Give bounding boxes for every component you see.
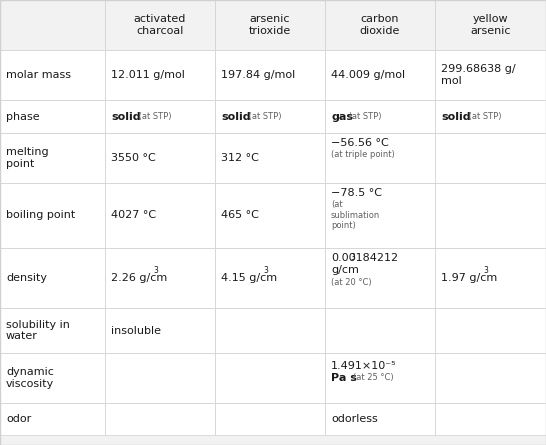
- Bar: [325, 183, 435, 248]
- Text: 12.011 g/mol: 12.011 g/mol: [111, 70, 185, 80]
- Bar: [105, 183, 215, 248]
- Bar: [0, 308, 105, 353]
- Bar: [105, 50, 215, 100]
- Text: insoluble: insoluble: [111, 325, 161, 336]
- Text: 3: 3: [350, 253, 355, 262]
- Bar: [215, 100, 325, 133]
- Text: Pa s: Pa s: [331, 373, 357, 384]
- Bar: [435, 0, 546, 50]
- Bar: [215, 308, 325, 353]
- Text: g/cm: g/cm: [331, 265, 359, 275]
- Text: 3: 3: [154, 266, 159, 275]
- Bar: [325, 0, 435, 50]
- Bar: [105, 133, 215, 183]
- Text: 1.97 g/cm: 1.97 g/cm: [441, 273, 497, 283]
- Text: 3550 °C: 3550 °C: [111, 153, 156, 163]
- Text: 2.26 g/cm: 2.26 g/cm: [111, 273, 167, 283]
- Text: 299.68638 g/
mol: 299.68638 g/ mol: [441, 64, 515, 86]
- Text: activated
charcoal: activated charcoal: [134, 14, 186, 36]
- Text: −56.56 °C: −56.56 °C: [331, 138, 389, 148]
- Text: (at
sublimation
point): (at sublimation point): [331, 200, 380, 230]
- Text: 4027 °C: 4027 °C: [111, 210, 156, 221]
- Text: 197.84 g/mol: 197.84 g/mol: [221, 70, 295, 80]
- Bar: [0, 50, 105, 100]
- Bar: [325, 353, 435, 403]
- Bar: [105, 100, 215, 133]
- Text: yellow
arsenic: yellow arsenic: [470, 14, 511, 36]
- Text: dynamic
viscosity: dynamic viscosity: [6, 367, 54, 389]
- Bar: [325, 133, 435, 183]
- Bar: [0, 353, 105, 403]
- Bar: [0, 403, 105, 435]
- Text: (at STP): (at STP): [466, 112, 501, 121]
- Bar: [105, 248, 215, 308]
- Bar: [105, 0, 215, 50]
- Bar: [215, 50, 325, 100]
- Text: solid: solid: [111, 112, 141, 121]
- Bar: [215, 183, 325, 248]
- Text: (at triple point): (at triple point): [331, 150, 395, 159]
- Text: 0.00184212: 0.00184212: [331, 253, 398, 263]
- Bar: [215, 353, 325, 403]
- Text: phase: phase: [6, 112, 40, 121]
- Text: (at STP): (at STP): [346, 112, 381, 121]
- Bar: [325, 100, 435, 133]
- Text: (at 25 °C): (at 25 °C): [353, 373, 394, 382]
- Bar: [325, 308, 435, 353]
- Bar: [105, 308, 215, 353]
- Text: odor: odor: [6, 414, 31, 424]
- Text: 3: 3: [264, 266, 269, 275]
- Bar: [0, 183, 105, 248]
- Text: melting
point: melting point: [6, 147, 49, 169]
- Text: 3: 3: [484, 266, 489, 275]
- Text: 44.009 g/mol: 44.009 g/mol: [331, 70, 405, 80]
- Bar: [435, 403, 546, 435]
- Bar: [0, 0, 105, 50]
- Text: arsenic
trioxide: arsenic trioxide: [249, 14, 291, 36]
- Text: solid: solid: [221, 112, 251, 121]
- Text: 4.15 g/cm: 4.15 g/cm: [221, 273, 277, 283]
- Text: solid: solid: [441, 112, 471, 121]
- Bar: [0, 100, 105, 133]
- Bar: [435, 50, 546, 100]
- Bar: [105, 353, 215, 403]
- Bar: [215, 133, 325, 183]
- Bar: [0, 248, 105, 308]
- Text: 312 °C: 312 °C: [221, 153, 259, 163]
- Text: −78.5 °C: −78.5 °C: [331, 188, 382, 198]
- Bar: [325, 403, 435, 435]
- Text: (at 20 °C): (at 20 °C): [331, 278, 372, 287]
- Bar: [435, 308, 546, 353]
- Text: odorless: odorless: [331, 414, 378, 424]
- Bar: [435, 133, 546, 183]
- Bar: [215, 248, 325, 308]
- Bar: [435, 100, 546, 133]
- Bar: [435, 248, 546, 308]
- Text: (at STP): (at STP): [246, 112, 281, 121]
- Bar: [325, 248, 435, 308]
- Text: density: density: [6, 273, 47, 283]
- Text: solubility in
water: solubility in water: [6, 320, 70, 341]
- Text: 465 °C: 465 °C: [221, 210, 259, 221]
- Text: carbon
dioxide: carbon dioxide: [360, 14, 400, 36]
- Bar: [325, 50, 435, 100]
- Text: molar mass: molar mass: [6, 70, 71, 80]
- Text: gas: gas: [331, 112, 353, 121]
- Bar: [105, 403, 215, 435]
- Bar: [435, 183, 546, 248]
- Bar: [0, 133, 105, 183]
- Text: boiling point: boiling point: [6, 210, 75, 221]
- Bar: [215, 0, 325, 50]
- Bar: [215, 403, 325, 435]
- Text: 1.491×10⁻⁵: 1.491×10⁻⁵: [331, 361, 396, 371]
- Bar: [435, 353, 546, 403]
- Text: (at STP): (at STP): [136, 112, 171, 121]
